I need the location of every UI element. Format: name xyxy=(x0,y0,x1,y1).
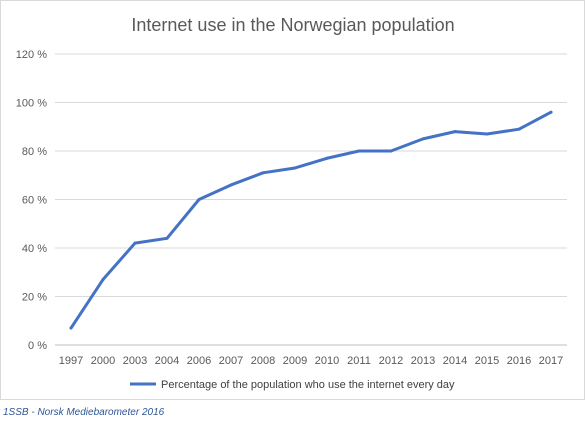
y-tick-label: 20 % xyxy=(22,292,47,304)
x-axis-ticks: 1997 2000 2003 2004 2006 2007 2008 2009 2010 2011… xyxy=(59,355,563,367)
series-line xyxy=(71,112,551,328)
x-tick-label: 2015 xyxy=(475,355,499,367)
y-tick-label: 100 % xyxy=(16,98,47,110)
x-tick-label: 2008 xyxy=(251,355,275,367)
data-point xyxy=(70,327,73,330)
x-tick-label: 2000 xyxy=(91,355,115,367)
x-tick-label: 2004 xyxy=(155,355,179,367)
y-tick-label: 60 % xyxy=(22,195,47,207)
legend-label: Percentage of the population who use the… xyxy=(161,379,455,391)
y-tick-label: 0 % xyxy=(28,340,47,352)
data-point xyxy=(230,183,233,186)
data-point xyxy=(102,278,105,281)
x-tick-label: 2009 xyxy=(283,355,307,367)
data-point xyxy=(134,242,137,245)
x-tick-label: 1997 xyxy=(59,355,83,367)
chart-area: Internet use in the Norwegian population… xyxy=(0,0,585,400)
line-chart: Internet use in the Norwegian population… xyxy=(1,1,586,401)
chart-title: Internet use in the Norwegian population xyxy=(131,15,454,35)
data-point xyxy=(262,171,265,174)
data-point xyxy=(198,198,201,201)
data-point xyxy=(518,128,521,131)
y-tick-label: 40 % xyxy=(22,243,47,255)
x-tick-label: 2013 xyxy=(411,355,435,367)
x-tick-label: 2010 xyxy=(315,355,339,367)
x-tick-label: 2016 xyxy=(507,355,531,367)
data-point xyxy=(422,137,425,140)
data-point xyxy=(550,111,553,114)
data-point xyxy=(294,166,297,169)
x-tick-label: 2014 xyxy=(443,355,467,367)
y-axis-ticks: 0 % 20 % 40 % 60 % 80 % 100 % 120 % xyxy=(16,49,47,352)
data-point xyxy=(390,150,393,153)
data-point xyxy=(486,133,489,136)
x-tick-label: 2003 xyxy=(123,355,147,367)
source-note: 1SSB - Norsk Mediebarometer 2016 xyxy=(3,407,164,418)
data-point xyxy=(454,130,457,133)
x-tick-label: 2017 xyxy=(539,355,563,367)
legend: Percentage of the population who use the… xyxy=(130,379,455,391)
x-tick-label: 2012 xyxy=(379,355,403,367)
data-point xyxy=(358,150,361,153)
data-point xyxy=(326,157,329,160)
gridlines xyxy=(55,54,567,345)
x-tick-label: 2007 xyxy=(219,355,243,367)
y-tick-label: 80 % xyxy=(22,146,47,158)
x-tick-label: 2011 xyxy=(347,355,371,367)
x-tick-label: 2006 xyxy=(187,355,211,367)
y-tick-label: 120 % xyxy=(16,49,47,61)
data-point xyxy=(166,237,169,240)
